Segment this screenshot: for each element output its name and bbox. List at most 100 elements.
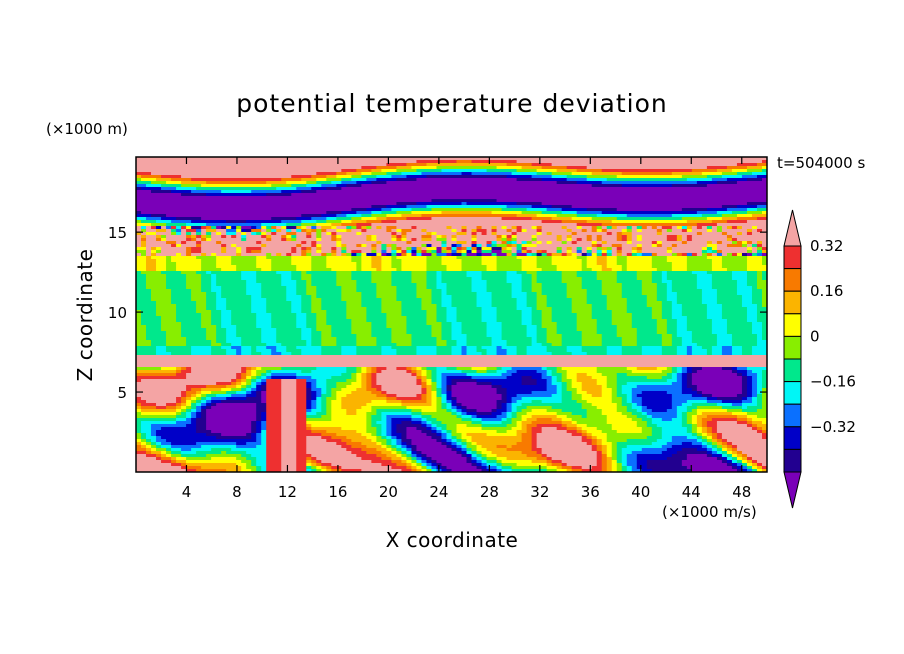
field-cell <box>656 238 663 242</box>
field-cell <box>341 244 347 248</box>
field-cell <box>591 160 598 164</box>
field-cell <box>196 262 202 266</box>
field-cell <box>506 199 513 203</box>
field-cell <box>451 250 458 254</box>
field-cell <box>721 160 728 164</box>
field-cell <box>386 205 393 209</box>
field-cell <box>201 256 207 260</box>
field-cell <box>636 271 643 275</box>
field-cell <box>621 220 628 224</box>
field-cell <box>291 196 297 200</box>
field-cell <box>306 244 312 248</box>
field-cell <box>196 175 202 179</box>
field-cell <box>656 208 663 212</box>
field-cell <box>206 172 212 176</box>
field-cell <box>426 157 433 161</box>
field-cell <box>731 268 738 272</box>
field-cell <box>476 232 483 236</box>
field-cell <box>751 241 758 245</box>
field-cell <box>341 205 347 209</box>
field-cell <box>691 172 698 176</box>
field-cell <box>371 157 377 161</box>
field-cell <box>191 244 197 248</box>
field-cell <box>416 208 423 212</box>
field-cell <box>321 157 327 161</box>
field-cell <box>701 163 708 167</box>
field-cell <box>516 250 523 254</box>
field-cell <box>636 238 643 242</box>
field-cell <box>211 256 217 260</box>
field-cell <box>626 208 633 212</box>
field-cell <box>141 184 147 188</box>
field-cell <box>606 160 613 164</box>
field-cell <box>316 172 322 176</box>
field-cell <box>336 202 342 206</box>
field-cell <box>236 208 242 212</box>
field-cell <box>496 256 503 260</box>
field-cell <box>271 274 277 278</box>
field-cell <box>326 193 332 197</box>
field-cell <box>706 220 713 224</box>
field-cell <box>546 166 553 170</box>
field-cell <box>241 169 247 173</box>
field-cell <box>746 268 753 272</box>
field-cell <box>586 193 593 197</box>
field-cell <box>306 217 312 221</box>
field-cell <box>261 199 267 203</box>
field-cell <box>711 256 718 260</box>
field-cell <box>746 244 753 248</box>
field-cell <box>301 244 307 248</box>
field-cell <box>556 256 563 260</box>
field-cell <box>256 217 262 221</box>
field-cell <box>676 265 683 269</box>
field-cell <box>681 268 688 272</box>
field-cell <box>661 253 668 257</box>
field-cell <box>751 178 758 182</box>
field-cell <box>696 199 703 203</box>
field-cell <box>336 190 342 194</box>
field-cell <box>156 166 162 170</box>
field-cell <box>376 274 382 278</box>
field-cell <box>701 265 708 269</box>
field-cell <box>721 232 728 236</box>
field-cell <box>506 274 513 278</box>
field-cell <box>346 175 352 179</box>
field-cell <box>741 259 748 263</box>
field-cell <box>511 166 518 170</box>
field-cell <box>671 160 678 164</box>
field-cell <box>196 172 202 176</box>
field-cell <box>181 223 187 227</box>
field-cell <box>566 199 573 203</box>
field-cell <box>536 232 543 236</box>
field-cell <box>461 244 468 248</box>
field-cell <box>541 184 548 188</box>
field-cell <box>691 229 698 233</box>
field-cell <box>566 202 573 206</box>
field-cell <box>191 229 197 233</box>
field-cell <box>441 217 448 221</box>
field-cell <box>456 271 463 275</box>
field-cell <box>186 247 192 251</box>
field-cell <box>181 187 187 191</box>
field-cell <box>146 220 152 224</box>
field-cell <box>551 169 558 173</box>
field-cell <box>176 169 182 173</box>
field-cell <box>581 220 588 224</box>
field-cell <box>431 235 438 239</box>
field-cell <box>506 187 513 191</box>
field-cell <box>151 274 157 278</box>
field-cell <box>556 253 563 257</box>
field-cell <box>411 247 418 251</box>
field-cell <box>141 175 147 179</box>
field-cell <box>531 163 538 167</box>
field-cell <box>361 181 367 185</box>
field-cell <box>166 172 172 176</box>
field-cell <box>221 160 227 164</box>
field-cell <box>651 241 658 245</box>
field-cell <box>466 205 473 209</box>
field-cell <box>376 178 382 182</box>
field-cell <box>686 196 693 200</box>
field-cell <box>576 184 583 188</box>
field-cell <box>281 259 287 263</box>
field-cell <box>691 175 698 179</box>
